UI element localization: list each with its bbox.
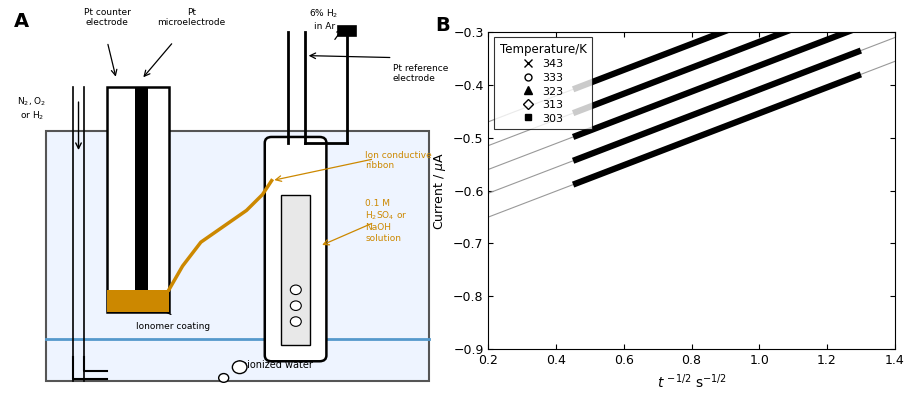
- X-axis label: $t$ $^{-1/2}$ s$^{-1/2}$: $t$ $^{-1/2}$ s$^{-1/2}$: [656, 373, 727, 391]
- FancyBboxPatch shape: [46, 131, 429, 381]
- Legend: 343, 333, 323, 313, 303: 343, 333, 323, 313, 303: [494, 37, 592, 129]
- FancyBboxPatch shape: [281, 195, 310, 345]
- Text: B: B: [436, 16, 450, 35]
- Text: Pt
microelectrode: Pt microelectrode: [158, 8, 226, 27]
- Circle shape: [290, 285, 301, 295]
- Circle shape: [232, 361, 247, 374]
- Circle shape: [290, 301, 301, 310]
- Y-axis label: Current / $\mu$A: Current / $\mu$A: [432, 152, 447, 229]
- Text: Ionomer coating: Ionomer coating: [136, 322, 211, 331]
- FancyBboxPatch shape: [107, 290, 169, 312]
- Text: A: A: [14, 12, 29, 31]
- Text: deionized water: deionized water: [235, 360, 313, 370]
- Text: Pt counter
electrode: Pt counter electrode: [84, 8, 131, 27]
- FancyBboxPatch shape: [107, 87, 169, 312]
- Text: N$_2$, O$_2$
or H$_2$: N$_2$, O$_2$ or H$_2$: [17, 95, 47, 122]
- Text: 0.1 M
H$_2$SO$_4$ or
NaOH
solution: 0.1 M H$_2$SO$_4$ or NaOH solution: [365, 198, 407, 243]
- Circle shape: [290, 317, 301, 326]
- Text: Pt reference
electrode: Pt reference electrode: [393, 64, 448, 83]
- FancyBboxPatch shape: [135, 87, 148, 312]
- FancyBboxPatch shape: [265, 137, 327, 361]
- Circle shape: [218, 374, 228, 382]
- FancyBboxPatch shape: [338, 26, 356, 36]
- Text: 6% H$_2$
in Ar: 6% H$_2$ in Ar: [310, 8, 339, 31]
- Text: Ion conductive
ribbon: Ion conductive ribbon: [365, 151, 432, 170]
